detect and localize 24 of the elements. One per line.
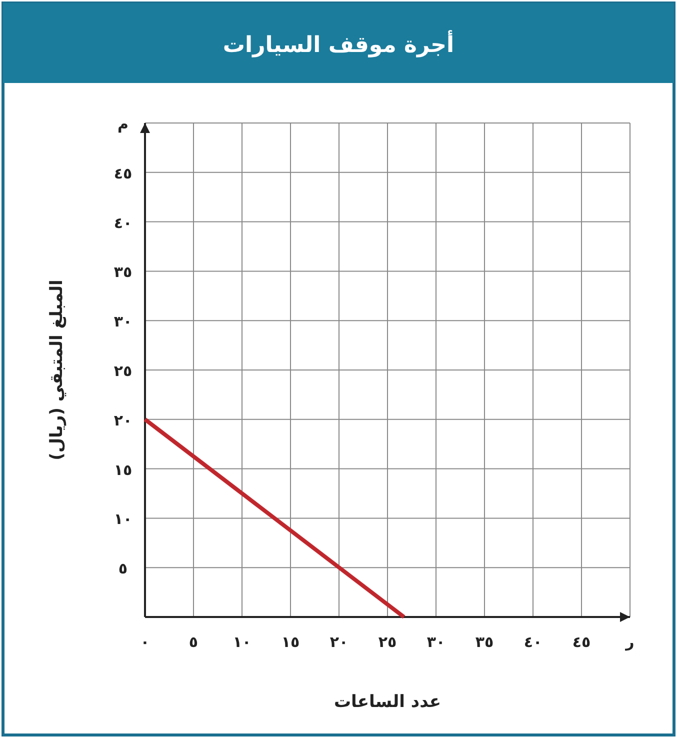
x-tick-label: ٢٥ bbox=[378, 633, 397, 651]
x-axis-title: عدد الساعات bbox=[334, 692, 442, 712]
x-tick-label: ٣٠ bbox=[426, 633, 446, 651]
x-tick-label: ١٥ bbox=[281, 633, 300, 651]
y-tick-label: ٤٥ bbox=[114, 164, 132, 182]
x-tick-label: ٣٥ bbox=[475, 633, 494, 651]
x-tick-label: ٢٠ bbox=[330, 633, 348, 651]
chart-title: أجرة موقف السيارات bbox=[222, 30, 454, 58]
y-tick-label: ٤٠ bbox=[114, 214, 132, 232]
y-axis-title: المبلغ المتبقي (ريال) bbox=[47, 280, 67, 460]
x-tick-label: ٤٠ bbox=[524, 633, 542, 651]
y-tick-label: ١٠ bbox=[114, 510, 132, 528]
x-tick-label: ٥ bbox=[188, 633, 198, 651]
y-tick-label: ٥ bbox=[118, 560, 128, 578]
x-tick-label: ١٠ bbox=[232, 633, 252, 651]
x-tick-label: ٠ bbox=[140, 633, 150, 651]
x-tick-label: ر bbox=[624, 633, 634, 651]
y-tick-label: ١٥ bbox=[114, 460, 132, 479]
y-tick-label: م bbox=[118, 115, 128, 133]
y-tick-label: ٢٠ bbox=[114, 411, 132, 430]
y-tick-label: ٣٠ bbox=[114, 312, 132, 331]
y-tick-label: ٣٥ bbox=[114, 263, 132, 282]
y-tick-label: ٢٥ bbox=[114, 362, 132, 380]
x-tick-label: ٤٥ bbox=[572, 633, 591, 651]
